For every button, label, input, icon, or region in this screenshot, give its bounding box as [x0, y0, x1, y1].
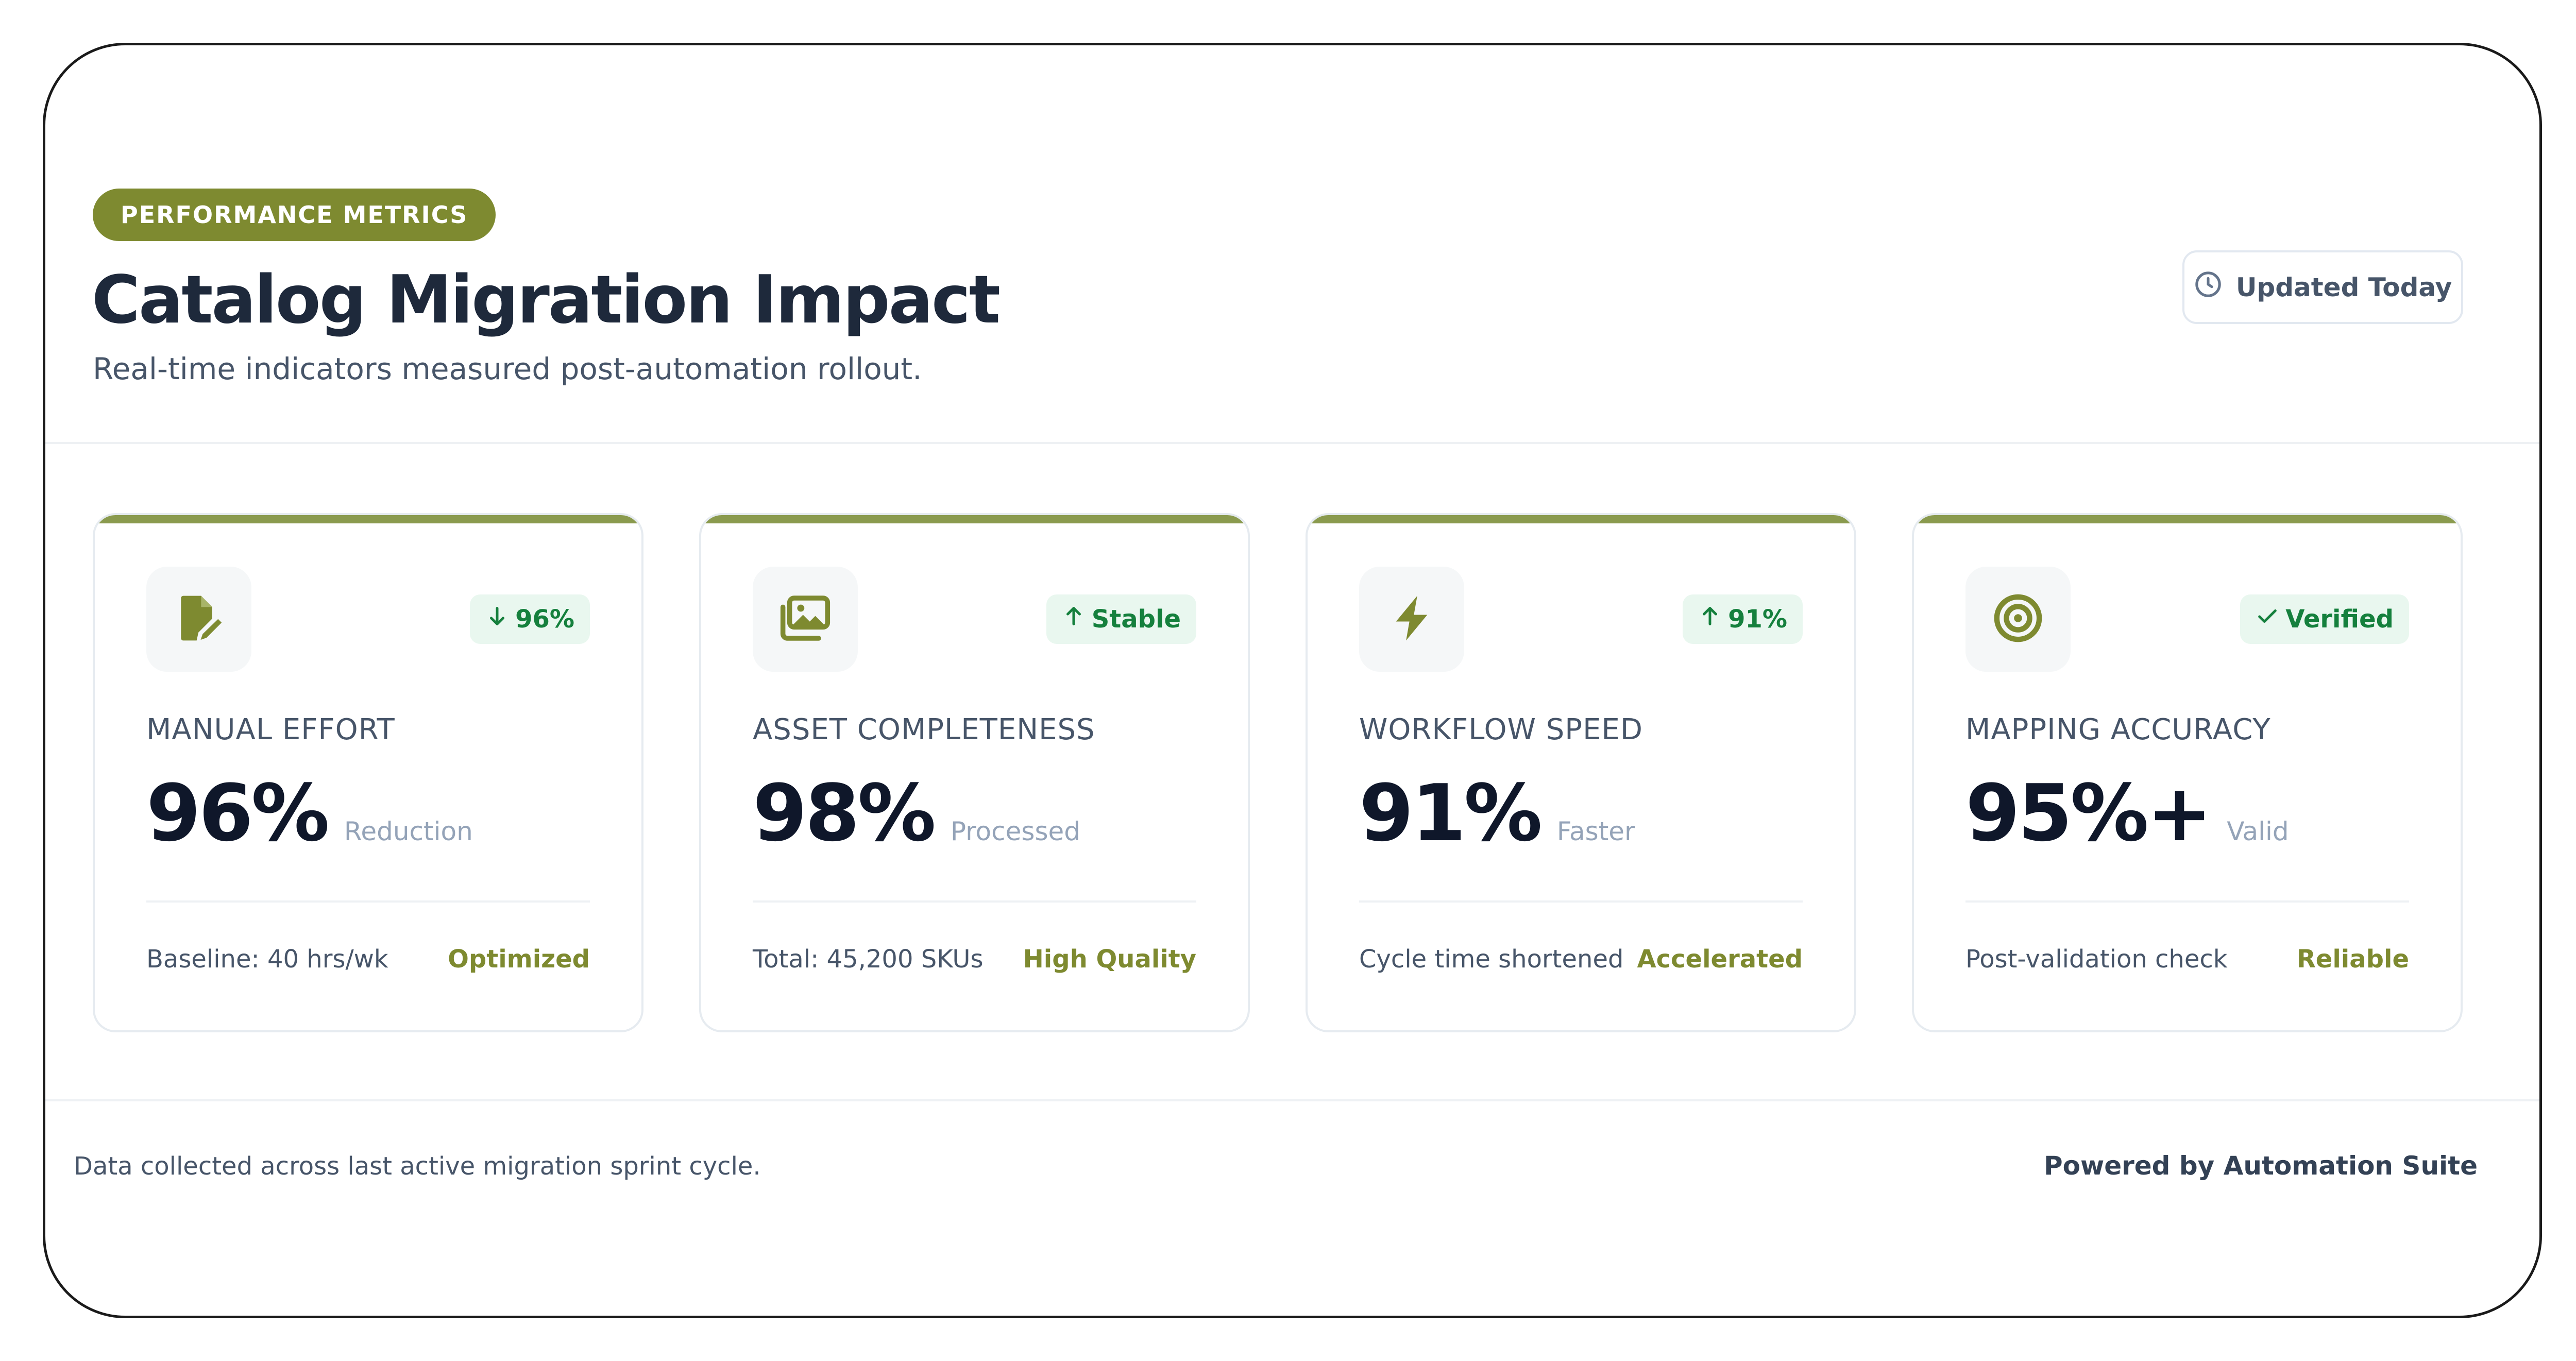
- card-accent-bar: [95, 515, 641, 523]
- metric-card-asset-completeness: Stable ASSET COMPLETENESS 98% Processed …: [699, 513, 1250, 1032]
- target-icon: [1991, 591, 2045, 648]
- metric-card-manual-effort: 96% MANUAL EFFORT 96% Reduction Baseline…: [93, 513, 643, 1032]
- page-subtitle: Real-time indicators measured post-autom…: [93, 351, 922, 386]
- metric-card-workflow-speed: 91% WORKFLOW SPEED 91% Faster Cycle time…: [1306, 513, 1856, 1032]
- page-title: Catalog Migration Impact: [92, 262, 1001, 338]
- card-status: Reliable: [2296, 945, 2409, 974]
- trend-badge: Verified: [2240, 594, 2409, 644]
- card-icon-container: [146, 567, 251, 672]
- metric-value-row: 96% Reduction: [146, 768, 473, 859]
- updated-label: Updated Today: [2235, 272, 2452, 302]
- trend-badge: Stable: [1046, 594, 1196, 644]
- metric-card-mapping-accuracy: Verified MAPPING ACCURACY 95%+ Valid Pos…: [1912, 513, 2463, 1032]
- card-footer-note: Post-validation check: [1965, 945, 2228, 974]
- arrow-up-icon: [1062, 604, 1086, 634]
- badge-label: 91%: [1728, 605, 1787, 634]
- clock-icon: [2194, 270, 2223, 305]
- metric-label: ASSET COMPLETENESS: [753, 713, 1095, 746]
- card-footer-note: Total: 45,200 SKUs: [753, 945, 984, 974]
- footer-divider: [45, 1099, 2539, 1101]
- file-edit-icon: [172, 591, 226, 648]
- card-status: Optimized: [448, 945, 590, 974]
- metric-unit: Valid: [2227, 816, 2289, 846]
- card-accent-bar: [1308, 515, 1854, 523]
- card-accent-bar: [701, 515, 1248, 523]
- card-divider: [1359, 900, 1803, 903]
- badge-label: Verified: [2285, 605, 2394, 634]
- metric-value: 95%+: [1965, 768, 2212, 859]
- metric-unit: Reduction: [344, 816, 473, 846]
- check-icon: [2256, 604, 2279, 634]
- metric-value-row: 98% Processed: [753, 768, 1080, 859]
- badge-label: Stable: [1091, 605, 1181, 634]
- metric-value: 91%: [1359, 768, 1543, 859]
- section-pill-label: PERFORMANCE METRICS: [121, 201, 468, 229]
- badge-label: 96%: [515, 605, 574, 634]
- powered-by-label: Powered by Automation Suite: [2044, 1151, 2478, 1181]
- arrow-down-icon: [485, 604, 509, 634]
- card-icon-container: [1965, 567, 2071, 672]
- bolt-icon: [1385, 591, 1438, 648]
- card-divider: [753, 900, 1196, 903]
- metric-value: 96%: [146, 768, 330, 859]
- card-accent-bar: [1914, 515, 2461, 523]
- metric-unit: Faster: [1556, 816, 1635, 846]
- metric-label: MANUAL EFFORT: [146, 713, 395, 746]
- metric-label: MAPPING ACCURACY: [1965, 713, 2271, 746]
- card-divider: [146, 900, 590, 903]
- card-status: Accelerated: [1637, 945, 1803, 974]
- metric-value-row: 91% Faster: [1359, 768, 1635, 859]
- metric-value: 98%: [753, 768, 936, 859]
- images-icon: [778, 591, 832, 648]
- dashboard-frame: PERFORMANCE METRICS Catalog Migration Im…: [43, 43, 2542, 1318]
- trend-badge: 91%: [1683, 594, 1803, 644]
- arrow-up-icon: [1698, 604, 1722, 634]
- updated-today-button[interactable]: Updated Today: [2182, 250, 2463, 324]
- metric-value-row: 95%+ Valid: [1965, 768, 2289, 859]
- trend-badge: 96%: [470, 594, 590, 644]
- footer-note: Data collected across last active migrat…: [74, 1152, 761, 1181]
- section-pill: PERFORMANCE METRICS: [93, 189, 496, 241]
- header-divider: [45, 442, 2539, 444]
- card-icon-container: [753, 567, 858, 672]
- card-status: High Quality: [1023, 945, 1196, 974]
- metric-label: WORKFLOW SPEED: [1359, 713, 1643, 746]
- metric-cards: 96% MANUAL EFFORT 96% Reduction Baseline…: [93, 513, 2463, 1032]
- card-divider: [1965, 900, 2409, 903]
- card-footer-note: Cycle time shortened: [1359, 945, 1624, 974]
- metric-unit: Processed: [950, 816, 1081, 846]
- card-footer-note: Baseline: 40 hrs/wk: [146, 945, 388, 974]
- card-icon-container: [1359, 567, 1464, 672]
